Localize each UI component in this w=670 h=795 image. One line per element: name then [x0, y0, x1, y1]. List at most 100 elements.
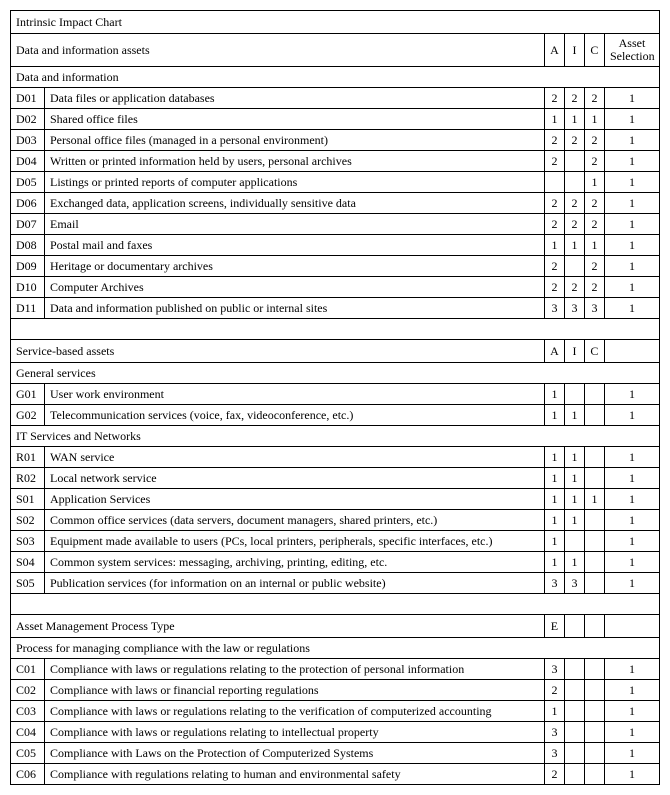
row-c: 2 — [584, 130, 604, 151]
row-code: G02 — [11, 405, 45, 426]
header-a: A — [544, 34, 564, 67]
row-desc: Data and information published on public… — [45, 298, 545, 319]
row-a: 2 — [544, 256, 564, 277]
row-code: R02 — [11, 468, 45, 489]
header-a: E — [544, 615, 564, 638]
row-c: 1 — [584, 172, 604, 193]
data-row: G01User work environment11 — [11, 384, 660, 405]
row-code: S05 — [11, 573, 45, 594]
data-row: C06Compliance with regulations relating … — [11, 764, 660, 785]
row-desc: Equipment made available to users (PCs, … — [45, 531, 545, 552]
data-row: D05Listings or printed reports of comput… — [11, 172, 660, 193]
row-i — [564, 151, 584, 172]
header-selection: AssetSelection — [604, 34, 659, 67]
row-sel: 1 — [604, 764, 659, 785]
data-row: D01Data files or application databases22… — [11, 88, 660, 109]
row-desc: Compliance with laws or regulations rela… — [45, 722, 545, 743]
row-sel: 1 — [604, 447, 659, 468]
row-code: D06 — [11, 193, 45, 214]
row-sel: 1 — [604, 701, 659, 722]
row-i — [564, 256, 584, 277]
row-a: 2 — [544, 193, 564, 214]
header-selection — [604, 615, 659, 638]
row-sel: 1 — [604, 743, 659, 764]
row-code: C01 — [11, 659, 45, 680]
title-row: Intrinsic Impact Chart — [11, 11, 660, 34]
section-label: Data and information — [11, 67, 660, 88]
header-c — [584, 615, 604, 638]
row-code: S02 — [11, 510, 45, 531]
row-i — [564, 743, 584, 764]
header-i: I — [564, 34, 584, 67]
row-c — [584, 680, 604, 701]
row-sel: 1 — [604, 552, 659, 573]
row-a: 2 — [544, 277, 564, 298]
data-row: R01WAN service111 — [11, 447, 660, 468]
row-desc: Compliance with Laws on the Protection o… — [45, 743, 545, 764]
section-data-info: Data and information — [11, 67, 660, 88]
row-i: 2 — [564, 277, 584, 298]
row-i: 1 — [564, 489, 584, 510]
row-a: 3 — [544, 298, 564, 319]
section-it-services: IT Services and Networks — [11, 426, 660, 447]
header-c: C — [584, 340, 604, 363]
row-a: 2 — [544, 130, 564, 151]
header-label: Asset Management Process Type — [11, 615, 545, 638]
row-a: 1 — [544, 447, 564, 468]
row-desc: Written or printed information held by u… — [45, 151, 545, 172]
row-i: 1 — [564, 552, 584, 573]
row-i: 1 — [564, 235, 584, 256]
header-i — [564, 615, 584, 638]
row-sel: 1 — [604, 573, 659, 594]
row-code: C06 — [11, 764, 45, 785]
row-code: D07 — [11, 214, 45, 235]
row-a: 3 — [544, 743, 564, 764]
section-label: IT Services and Networks — [11, 426, 660, 447]
row-code: D08 — [11, 235, 45, 256]
data-row: C04Compliance with laws or regulations r… — [11, 722, 660, 743]
data-row: D07Email2221 — [11, 214, 660, 235]
row-a: 1 — [544, 109, 564, 130]
row-i: 3 — [564, 298, 584, 319]
data-row: G02Telecommunication services (voice, fa… — [11, 405, 660, 426]
row-desc: User work environment — [45, 384, 545, 405]
row-sel: 1 — [604, 193, 659, 214]
row-i — [564, 384, 584, 405]
data-row: D11Data and information published on pub… — [11, 298, 660, 319]
row-sel: 1 — [604, 109, 659, 130]
row-i — [564, 172, 584, 193]
row-i: 1 — [564, 468, 584, 489]
row-code: D04 — [11, 151, 45, 172]
section-label: General services — [11, 363, 660, 384]
row-sel: 1 — [604, 88, 659, 109]
row-a: 2 — [544, 680, 564, 701]
row-c: 2 — [584, 214, 604, 235]
header-a: A — [544, 340, 564, 363]
row-c: 2 — [584, 88, 604, 109]
row-c — [584, 764, 604, 785]
row-sel: 1 — [604, 405, 659, 426]
row-code: C02 — [11, 680, 45, 701]
row-code: D11 — [11, 298, 45, 319]
data-row: D10Computer Archives2221 — [11, 277, 660, 298]
row-desc: Telecommunication services (voice, fax, … — [45, 405, 545, 426]
spacer — [11, 319, 660, 340]
row-c — [584, 552, 604, 573]
row-a — [544, 172, 564, 193]
row-c: 2 — [584, 277, 604, 298]
header-c: C — [584, 34, 604, 67]
row-a: 1 — [544, 384, 564, 405]
data-row: S01Application Services1111 — [11, 489, 660, 510]
row-code: C03 — [11, 701, 45, 722]
header-i: I — [564, 340, 584, 363]
row-desc: Data files or application databases — [45, 88, 545, 109]
row-i: 1 — [564, 447, 584, 468]
row-a: 2 — [544, 214, 564, 235]
row-c: 3 — [584, 298, 604, 319]
data-row: S02Common office services (data servers,… — [11, 510, 660, 531]
row-c — [584, 384, 604, 405]
spacer — [11, 594, 660, 615]
row-a: 2 — [544, 88, 564, 109]
row-i — [564, 659, 584, 680]
row-desc: Heritage or documentary archives — [45, 256, 545, 277]
